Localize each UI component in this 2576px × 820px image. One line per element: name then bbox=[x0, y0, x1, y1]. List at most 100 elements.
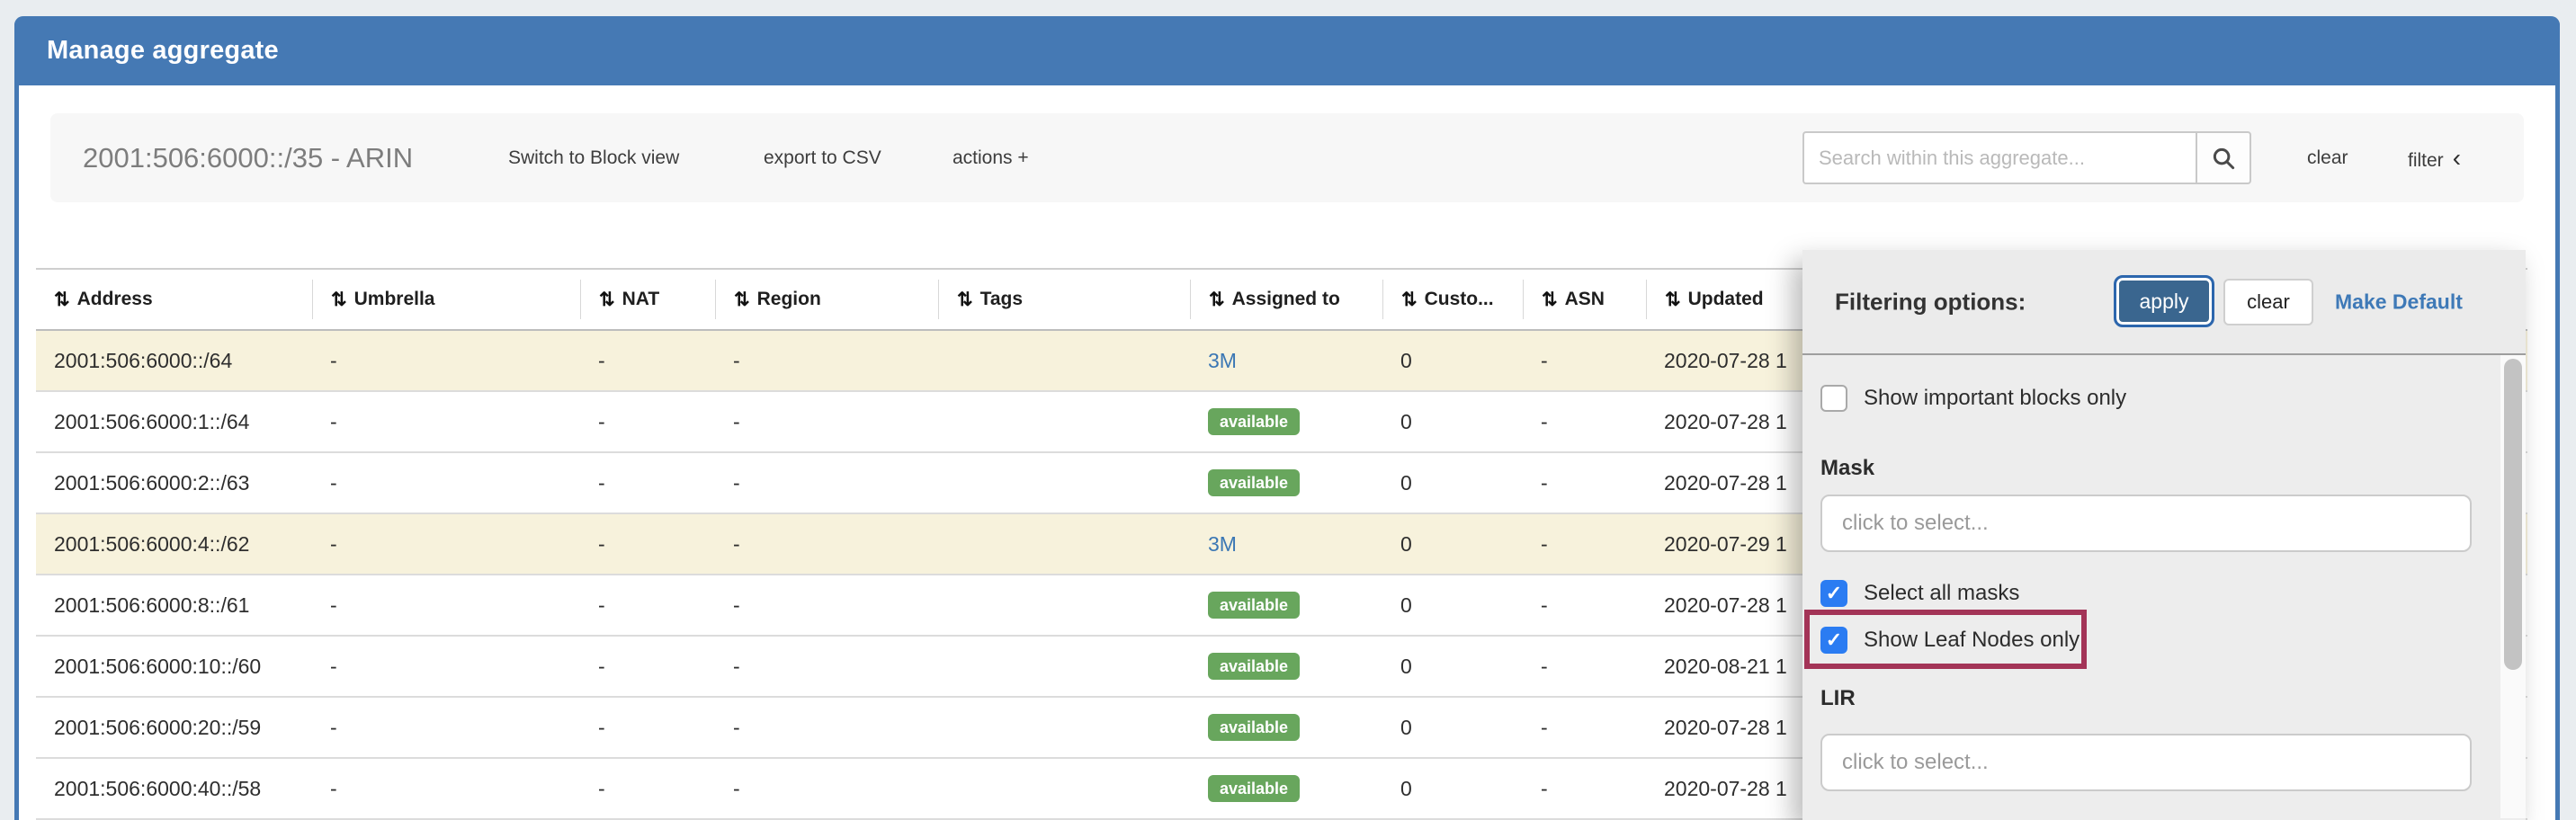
cell-updated: 2020-07-28 1 bbox=[1664, 776, 1787, 800]
export-to-csv-link[interactable]: export to CSV bbox=[764, 147, 881, 168]
assigned-to-link[interactable]: 3M bbox=[1208, 348, 1237, 372]
cell-updated: 2020-07-28 1 bbox=[1664, 593, 1787, 617]
page-title: Manage aggregate bbox=[47, 36, 279, 65]
search-button[interactable] bbox=[2196, 131, 2251, 184]
cell-address: 2001:506:6000:40::/58 bbox=[54, 776, 262, 800]
assigned-to-link[interactable]: 3M bbox=[1208, 531, 1237, 556]
make-default-link[interactable]: Make Default bbox=[2335, 290, 2463, 313]
column-header-address[interactable]: ⇅ Address bbox=[36, 280, 312, 319]
cell-asn: - bbox=[1541, 409, 1548, 433]
cell-address: 2001:506:6000:8::/61 bbox=[54, 593, 250, 617]
sort-icon: ⇅ bbox=[1665, 289, 1681, 310]
search-group bbox=[1802, 131, 2251, 184]
cell-tags bbox=[938, 514, 1190, 574]
column-header-nat[interactable]: ⇅ NAT bbox=[580, 280, 715, 319]
lir-select[interactable] bbox=[1820, 734, 2472, 791]
cell-nat: - bbox=[598, 470, 605, 495]
cell-tags bbox=[938, 575, 1190, 635]
search-input[interactable] bbox=[1802, 131, 2196, 184]
column-header-tags[interactable]: ⇅ Tags bbox=[938, 280, 1190, 319]
sort-icon: ⇅ bbox=[957, 289, 973, 310]
cell-customers: 0 bbox=[1400, 531, 1412, 556]
column-header-asn[interactable]: ⇅ ASN bbox=[1523, 280, 1646, 319]
cell-address: 2001:506:6000:2::/63 bbox=[54, 470, 250, 495]
cell-address: 2001:506:6000:1::/64 bbox=[54, 409, 250, 433]
toolbar-clear-link[interactable]: clear bbox=[2307, 147, 2348, 168]
column-header-label: ASN bbox=[1564, 289, 1605, 309]
switch-to-block-view-link[interactable]: Switch to Block view bbox=[508, 147, 680, 168]
cell-assigned: available bbox=[1190, 637, 1382, 696]
show-important-blocks-checkbox[interactable] bbox=[1820, 385, 1847, 412]
apply-button[interactable]: apply bbox=[2114, 275, 2214, 327]
clear-button[interactable]: clear bbox=[2223, 279, 2313, 325]
sort-icon: ⇅ bbox=[331, 289, 347, 310]
column-header-label: Umbrella bbox=[353, 289, 435, 309]
cell-umbrella: - bbox=[330, 409, 337, 433]
cell-address: 2001:506:6000:4::/62 bbox=[54, 531, 250, 556]
show-important-blocks-row: Show important blocks only bbox=[1820, 385, 2126, 412]
column-header-custo[interactable]: ⇅ Custo... bbox=[1382, 280, 1523, 319]
panel-scrollbar-thumb[interactable] bbox=[2504, 359, 2522, 670]
cell-customers: 0 bbox=[1400, 715, 1412, 739]
chevron-left-icon: ‹ bbox=[2452, 143, 2462, 172]
cell-region: - bbox=[733, 531, 740, 556]
column-header-assigned-to[interactable]: ⇅ Assigned to bbox=[1190, 280, 1382, 319]
mask-label: Mask bbox=[1820, 456, 1875, 480]
cell-updated: 2020-07-28 1 bbox=[1664, 470, 1787, 495]
cell-umbrella: - bbox=[330, 470, 337, 495]
sort-icon: ⇅ bbox=[1542, 289, 1558, 310]
aggregate-title: 2001:506:6000::/35 - ARIN bbox=[83, 141, 414, 174]
sort-icon: ⇅ bbox=[1209, 289, 1225, 310]
cell-assigned: 3M bbox=[1190, 331, 1382, 390]
cell-region: - bbox=[733, 776, 740, 800]
cell-tags bbox=[938, 453, 1190, 512]
column-header-label: Tags bbox=[979, 289, 1024, 309]
cell-nat: - bbox=[598, 654, 605, 678]
cell-tags bbox=[938, 698, 1190, 757]
cell-nat: - bbox=[598, 531, 605, 556]
column-header-region[interactable]: ⇅ Region bbox=[715, 280, 938, 319]
column-header-umbrella[interactable]: ⇅ Umbrella bbox=[312, 280, 580, 319]
cell-assigned: available bbox=[1190, 453, 1382, 512]
filter-panel-body: Show important blocks only Mask Select a… bbox=[1802, 355, 2526, 818]
cell-region: - bbox=[733, 654, 740, 678]
show-leaf-nodes-checkbox[interactable] bbox=[1820, 627, 1847, 654]
cell-updated: 2020-07-28 1 bbox=[1664, 715, 1787, 739]
status-badge: available bbox=[1208, 592, 1301, 619]
cell-customers: 0 bbox=[1400, 470, 1412, 495]
cell-tags bbox=[938, 759, 1190, 818]
column-header-label: Region bbox=[756, 289, 821, 309]
status-badge: available bbox=[1208, 775, 1301, 802]
toolbar-filter-link[interactable]: filter ‹ bbox=[2408, 144, 2461, 173]
cell-asn: - bbox=[1541, 348, 1548, 372]
cell-umbrella: - bbox=[330, 593, 337, 617]
select-all-masks-checkbox[interactable] bbox=[1820, 580, 1847, 607]
cell-address: 2001:506:6000::/64 bbox=[54, 348, 233, 372]
sort-icon: ⇅ bbox=[54, 289, 70, 310]
cell-updated: 2020-08-21 1 bbox=[1664, 654, 1787, 678]
cell-region: - bbox=[733, 593, 740, 617]
cell-asn: - bbox=[1541, 531, 1548, 556]
cell-assigned: available bbox=[1190, 698, 1382, 757]
show-important-blocks-label: Show important blocks only bbox=[1864, 386, 2127, 410]
status-badge: available bbox=[1208, 469, 1301, 496]
window-header: Manage aggregate bbox=[14, 16, 2560, 85]
cell-tags bbox=[938, 392, 1190, 451]
cell-asn: - bbox=[1541, 593, 1548, 617]
cell-customers: 0 bbox=[1400, 593, 1412, 617]
cell-umbrella: - bbox=[330, 776, 337, 800]
status-badge: available bbox=[1208, 653, 1301, 680]
column-header-updated[interactable]: ⇅ Updated bbox=[1646, 280, 2527, 319]
cell-region: - bbox=[733, 470, 740, 495]
select-all-masks-row: Select all masks bbox=[1820, 580, 2019, 607]
cell-customers: 0 bbox=[1400, 409, 1412, 433]
cell-region: - bbox=[733, 409, 740, 433]
cell-umbrella: - bbox=[330, 531, 337, 556]
actions-menu-link[interactable]: actions + bbox=[953, 147, 1029, 168]
cell-customers: 0 bbox=[1400, 348, 1412, 372]
cell-tags bbox=[938, 637, 1190, 696]
status-badge: available bbox=[1208, 408, 1301, 435]
mask-select[interactable] bbox=[1820, 495, 2472, 552]
filter-label: filter bbox=[2408, 149, 2444, 171]
panel-scrollbar-track[interactable] bbox=[2500, 355, 2526, 818]
